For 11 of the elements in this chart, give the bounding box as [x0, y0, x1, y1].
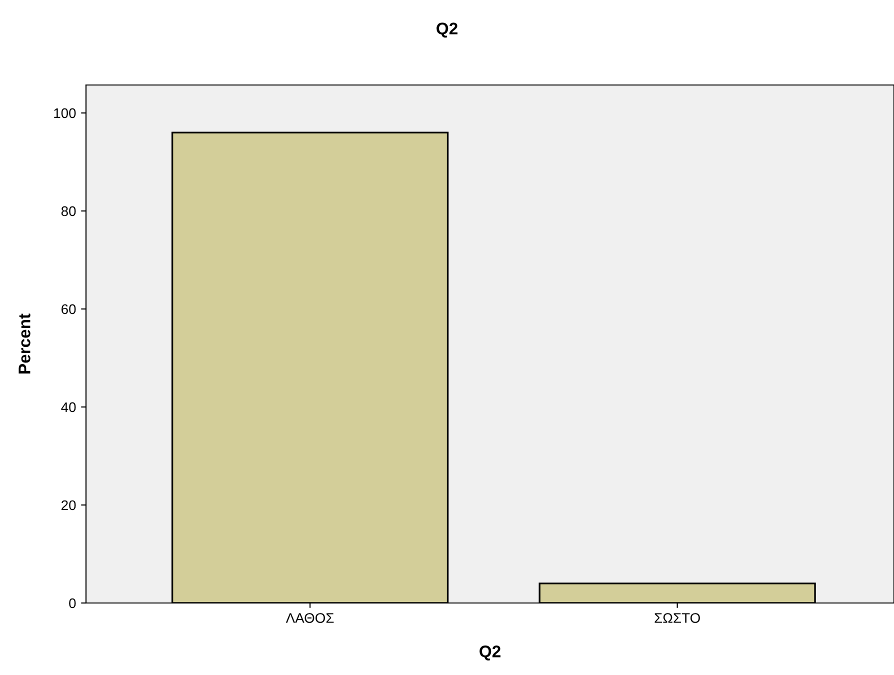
y-tick-label: 40 — [61, 402, 76, 412]
y-tick-label: 20 — [62, 500, 76, 510]
y-tick-label: 100 — [54, 108, 76, 118]
y-tick-label: 80 — [61, 206, 76, 216]
y-tick-label: 60 — [62, 304, 76, 314]
y-tick-label: 0 — [69, 598, 76, 608]
x-tick-label: ΣΩΣΤΟ — [654, 613, 700, 623]
x-axis-title: Q2 — [480, 646, 500, 660]
x-tick-label: ΛΑΘΟΣ — [286, 613, 334, 623]
chart-title: Q2 — [436, 22, 458, 38]
y-axis-title: Percent — [18, 314, 30, 374]
